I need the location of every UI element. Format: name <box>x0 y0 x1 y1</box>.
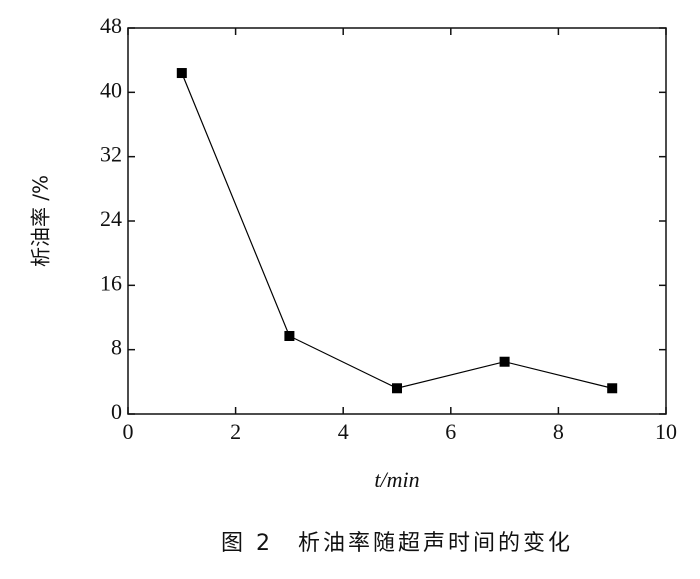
x-axis-label: t/min <box>374 467 419 492</box>
data-point <box>176 68 187 79</box>
x-tick-label: 2 <box>230 419 241 444</box>
x-tick-label: 6 <box>445 419 456 444</box>
x-tick-label: 0 <box>123 419 134 444</box>
data-point <box>392 383 402 394</box>
data-point <box>284 330 295 341</box>
x-tick-label: 4 <box>338 419 349 444</box>
data-point <box>499 356 510 367</box>
y-tick-label: 0 <box>111 399 122 424</box>
y-tick-label: 48 <box>100 13 122 38</box>
x-tick-label: 8 <box>553 419 564 444</box>
y-tick-label: 8 <box>111 335 122 360</box>
y-tick-label: 16 <box>100 270 122 295</box>
data-point <box>607 383 618 394</box>
y-tick-label: 32 <box>100 142 122 167</box>
plot-frame <box>127 27 667 415</box>
y-axis-label: 析油率 /% <box>29 175 53 267</box>
y-tick-label: 40 <box>100 77 122 102</box>
y-tick-label: 24 <box>100 206 122 231</box>
data-line <box>181 72 613 389</box>
caption: 图 2 析油率随超声时间的变化 <box>221 531 573 556</box>
x-tick-label: 10 <box>655 419 677 444</box>
